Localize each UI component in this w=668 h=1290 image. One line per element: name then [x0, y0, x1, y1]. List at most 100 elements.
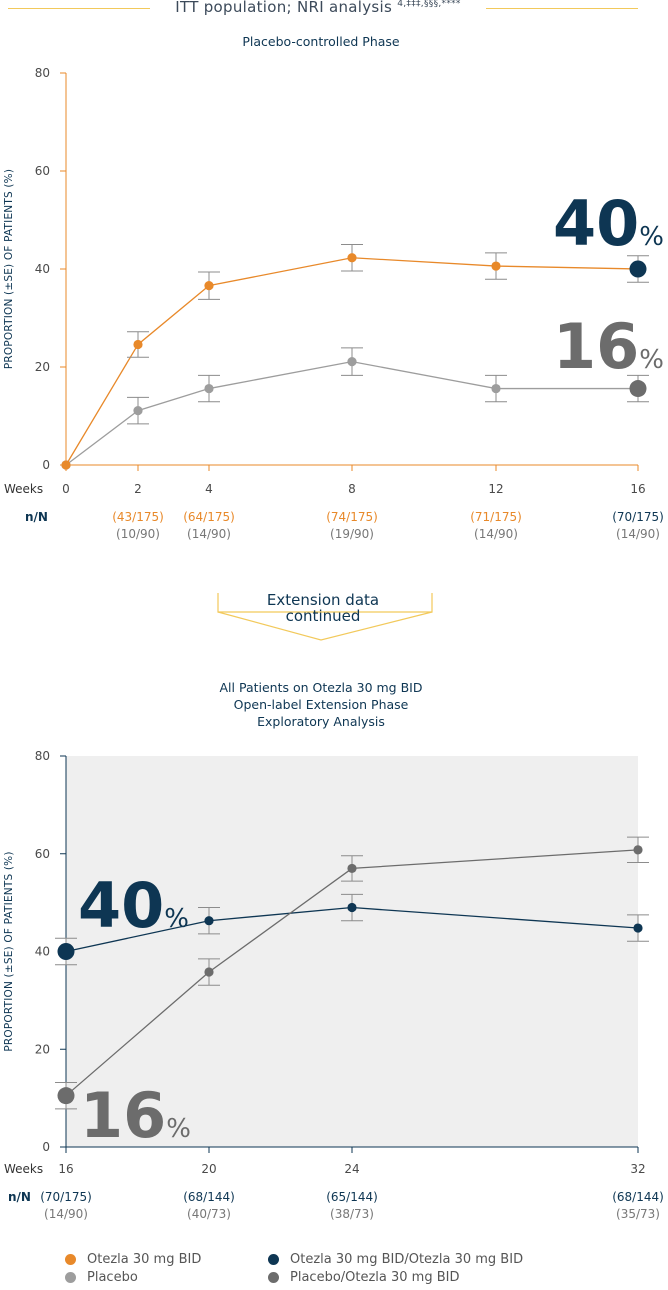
title-rule-left [8, 8, 150, 9]
nN-bottom: (40/73) [187, 1207, 231, 1221]
data-point [61, 460, 71, 470]
nN-top: (64/175) [183, 510, 235, 524]
callout-number: 40 [553, 187, 639, 260]
legend-item-placebo: Placebo [65, 1268, 138, 1286]
y-tick-label: 0 [42, 1140, 50, 1154]
legend-item-otezla: Otezla 30 mg BID [65, 1250, 201, 1268]
chart-title: Placebo-controlled Phase [242, 34, 400, 49]
x-tick-label: 0 [62, 482, 70, 496]
callout-unit: % [166, 1114, 191, 1144]
data-point [204, 967, 214, 977]
nN-top: (68/144) [612, 1190, 664, 1204]
chart-2: All Patients on Otezla 30 mg BID Open-lab… [3, 680, 664, 1221]
y-tick-label: 80 [35, 66, 50, 80]
callout-unit: % [164, 904, 189, 934]
chart-title-line: All Patients on Otezla 30 mg BID [220, 680, 423, 695]
data-point [491, 383, 501, 394]
nN-top: (70/175) [612, 510, 664, 524]
x-tick-label: 16 [630, 482, 645, 496]
y-tick-label: 20 [35, 1042, 50, 1056]
flow-text-line1: Extension data [267, 591, 379, 609]
nN-bottom: (19/90) [330, 527, 374, 541]
data-point [629, 260, 647, 278]
legend: Otezla 30 mg BID Placebo Otezla 30 mg BI… [0, 1250, 668, 1290]
legend-label-placebo: Placebo [87, 1269, 138, 1285]
data-point [347, 902, 357, 913]
nN-top: (43/175) [112, 510, 164, 524]
x-tick-label: 24 [344, 1162, 359, 1176]
legend-swatch-placebo [65, 1271, 76, 1283]
data-point [204, 281, 214, 291]
legend-label-placebo-otezla: Placebo/Otezla 30 mg BID [290, 1269, 460, 1285]
x-tick-label: 2 [134, 482, 142, 496]
y-tick-label: 20 [35, 360, 50, 374]
series-line [65, 360, 638, 466]
population-title-text: ITT population; NRI analysis 4,‡‡‡,§§§,*… [175, 0, 461, 16]
callout-percentage: 40% [78, 869, 189, 942]
callout-unit: % [639, 345, 664, 375]
nN-bottom: (38/73) [330, 1207, 374, 1221]
charts-canvas: Placebo-controlled Phase020406080PROPORT… [3, 34, 664, 1221]
nN-top: (71/175) [470, 510, 522, 524]
population-title: ITT population; NRI analysis 4,‡‡‡,§§§,*… [0, 0, 668, 22]
data-point [633, 923, 643, 933]
y-tick-label: 40 [35, 945, 50, 959]
series-line [65, 849, 639, 1097]
data-point [491, 261, 501, 271]
x-tick-label: 8 [348, 482, 356, 496]
x-axis-label: Weeks [4, 1162, 43, 1176]
nN-bottom: (35/73) [616, 1207, 660, 1221]
callout-percentage: 16% [80, 1079, 191, 1152]
x-tick-label: 20 [201, 1162, 216, 1176]
series-line [65, 257, 639, 466]
nN-top: (70/175) [40, 1190, 92, 1204]
y-axis-label: PROPORTION (±SE) OF PATIENTS (%) [3, 851, 15, 1051]
data-point [204, 916, 214, 926]
nN-top: (65/144) [326, 1190, 378, 1204]
nN-label: n/N [8, 1190, 31, 1204]
data-point [633, 845, 643, 855]
nN-bottom: (10/90) [116, 527, 160, 541]
callout-number: 16 [553, 310, 639, 383]
data-point [133, 406, 143, 416]
chart-title-line: Exploratory Analysis [257, 714, 385, 729]
x-tick-label: 32 [630, 1162, 645, 1176]
callout-percentage: 16% [553, 310, 664, 383]
x-axis-label: Weeks [4, 482, 43, 496]
x-tick-label: 16 [58, 1162, 73, 1176]
series-line [65, 906, 639, 953]
plot-background [66, 756, 638, 1147]
y-tick-label: 80 [35, 749, 50, 763]
callout-percentage: 40% [553, 187, 664, 260]
data-point [57, 943, 75, 960]
y-tick-label: 0 [42, 458, 50, 472]
chart-title-line: Open-label Extension Phase [234, 697, 409, 712]
data-point [133, 339, 143, 350]
callout-unit: % [639, 222, 664, 252]
nN-label: n/N [25, 510, 48, 524]
y-axis-label: PROPORTION (±SE) OF PATIENTS (%) [3, 169, 15, 369]
nN-top: (68/144) [183, 1190, 235, 1204]
callout-number: 40 [78, 869, 164, 942]
x-tick-label: 4 [205, 482, 213, 496]
legend-label-otezla-otezla: Otezla 30 mg BID/Otezla 30 mg BID [290, 1251, 524, 1267]
legend-item-otezla-otezla: Otezla 30 mg BID/Otezla 30 mg BID [268, 1250, 523, 1268]
nN-bottom: (14/90) [44, 1207, 88, 1221]
bracket-arrow [217, 611, 433, 641]
legend-swatch-placebo-otezla [268, 1271, 279, 1283]
title-rule-right [486, 8, 638, 9]
y-tick-label: 40 [35, 262, 50, 276]
footnote-marks: 4,‡‡‡,§§§,**** [397, 0, 461, 9]
data-point [347, 253, 357, 263]
data-point [57, 1087, 75, 1105]
legend-item-placebo-otezla: Placebo/Otezla 30 mg BID [268, 1268, 460, 1286]
data-point [347, 863, 357, 874]
data-point [347, 357, 357, 367]
bracket-top [217, 593, 433, 613]
nN-bottom: (14/90) [187, 527, 231, 541]
nN-bottom: (14/90) [474, 527, 518, 541]
data-point [204, 383, 214, 394]
legend-swatch-otezla-otezla [268, 1253, 279, 1265]
callout-number: 16 [80, 1079, 166, 1152]
